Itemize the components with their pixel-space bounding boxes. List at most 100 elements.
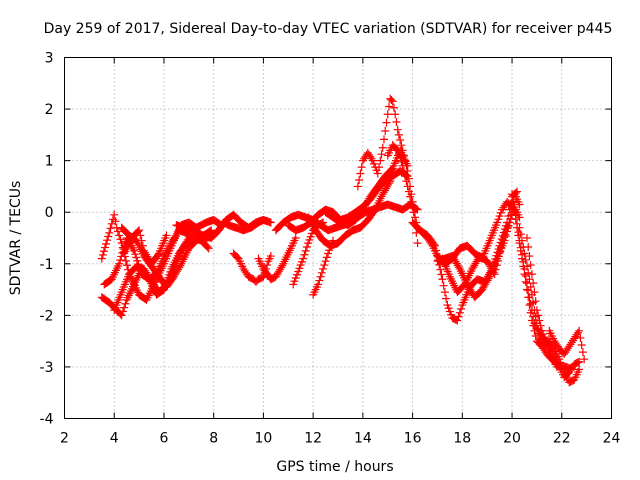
data-point bbox=[402, 177, 411, 186]
data-point bbox=[397, 141, 406, 150]
data-point bbox=[319, 264, 328, 273]
data-point bbox=[411, 213, 420, 222]
data-point bbox=[100, 243, 109, 252]
data-point bbox=[535, 316, 544, 325]
data-point bbox=[396, 154, 405, 163]
data-point bbox=[534, 311, 543, 320]
series-t9 bbox=[229, 249, 275, 286]
data-point bbox=[440, 288, 449, 297]
data-point bbox=[508, 190, 517, 199]
data-point bbox=[578, 348, 587, 357]
data-point bbox=[132, 253, 141, 262]
y-tick-label: 1 bbox=[45, 154, 54, 170]
data-point bbox=[515, 200, 524, 209]
y-tick-label: -2 bbox=[40, 308, 54, 324]
data-point bbox=[389, 103, 398, 112]
data-point bbox=[406, 192, 415, 201]
x-tick-label: 4 bbox=[110, 431, 119, 447]
data-point bbox=[529, 279, 538, 288]
y-tick-label: -1 bbox=[40, 257, 54, 273]
data-point bbox=[266, 218, 275, 227]
x-axis-title: GPS time / hours bbox=[276, 459, 393, 475]
data-point bbox=[408, 203, 417, 212]
data-point bbox=[184, 234, 193, 242]
data-point bbox=[301, 246, 310, 255]
plot-frame bbox=[64, 57, 612, 419]
data-point bbox=[135, 226, 144, 235]
data-point bbox=[401, 156, 410, 165]
data-point bbox=[162, 231, 171, 240]
data-point bbox=[394, 150, 403, 159]
data-point bbox=[516, 230, 525, 239]
data-point bbox=[113, 227, 122, 236]
data-point bbox=[263, 261, 272, 270]
data-point bbox=[386, 177, 395, 186]
data-point bbox=[526, 261, 535, 270]
data-point bbox=[577, 341, 586, 350]
data-point bbox=[356, 169, 365, 178]
x-tick-label: 2 bbox=[60, 431, 69, 447]
data-point bbox=[183, 235, 192, 244]
data-point bbox=[387, 96, 396, 105]
data-point bbox=[503, 227, 512, 236]
data-point bbox=[531, 297, 540, 306]
data-point bbox=[99, 247, 108, 256]
data-point bbox=[504, 223, 513, 232]
data-marks bbox=[97, 94, 589, 387]
data-point bbox=[137, 236, 146, 245]
data-point bbox=[573, 358, 582, 367]
data-point bbox=[117, 311, 126, 320]
data-point bbox=[436, 265, 445, 274]
series-t19 bbox=[408, 187, 522, 325]
y-tick-label: -3 bbox=[40, 360, 54, 376]
data-point bbox=[203, 243, 212, 252]
data-point bbox=[118, 307, 127, 316]
series-t21 bbox=[433, 203, 524, 302]
data-point bbox=[176, 261, 185, 270]
data-point bbox=[377, 150, 386, 159]
axis-ticks bbox=[64, 57, 612, 419]
data-point bbox=[573, 328, 582, 337]
data-point bbox=[397, 157, 406, 166]
data-point bbox=[413, 239, 422, 248]
x-tick-label: 22 bbox=[553, 431, 571, 447]
y-tick-label: 0 bbox=[45, 205, 54, 221]
data-point bbox=[454, 312, 463, 321]
data-point bbox=[457, 304, 466, 313]
x-tick-label: 8 bbox=[209, 431, 218, 447]
x-tick-label: 16 bbox=[404, 431, 422, 447]
data-point bbox=[388, 97, 397, 106]
data-point bbox=[123, 261, 132, 270]
data-point bbox=[575, 326, 584, 335]
x-tick-label: 6 bbox=[159, 431, 168, 447]
data-point bbox=[106, 224, 115, 233]
data-point bbox=[375, 163, 384, 172]
data-point bbox=[204, 244, 213, 253]
data-point bbox=[576, 333, 585, 342]
data-point bbox=[291, 234, 300, 242]
data-point bbox=[299, 254, 308, 263]
data-point bbox=[103, 236, 112, 245]
data-point bbox=[321, 257, 330, 266]
data-point bbox=[455, 308, 464, 317]
data-point bbox=[575, 357, 584, 366]
x-tick-label: 24 bbox=[603, 431, 621, 447]
y-axis-title: SDTVAR / TECUs bbox=[8, 181, 24, 296]
data-point bbox=[136, 231, 145, 240]
data-point bbox=[522, 234, 531, 242]
data-point bbox=[525, 275, 534, 284]
data-point bbox=[429, 240, 438, 249]
data-point bbox=[520, 249, 529, 258]
data-point bbox=[314, 280, 323, 289]
data-point bbox=[266, 252, 275, 261]
data-point bbox=[381, 126, 390, 135]
data-point bbox=[393, 146, 402, 155]
data-point bbox=[102, 239, 111, 248]
x-tick-label: 20 bbox=[503, 431, 521, 447]
data-point bbox=[530, 288, 539, 297]
data-point bbox=[552, 362, 561, 371]
data-point bbox=[509, 198, 518, 207]
data-point bbox=[515, 223, 524, 232]
y-tick-label: -4 bbox=[40, 412, 54, 428]
data-point bbox=[278, 261, 287, 270]
